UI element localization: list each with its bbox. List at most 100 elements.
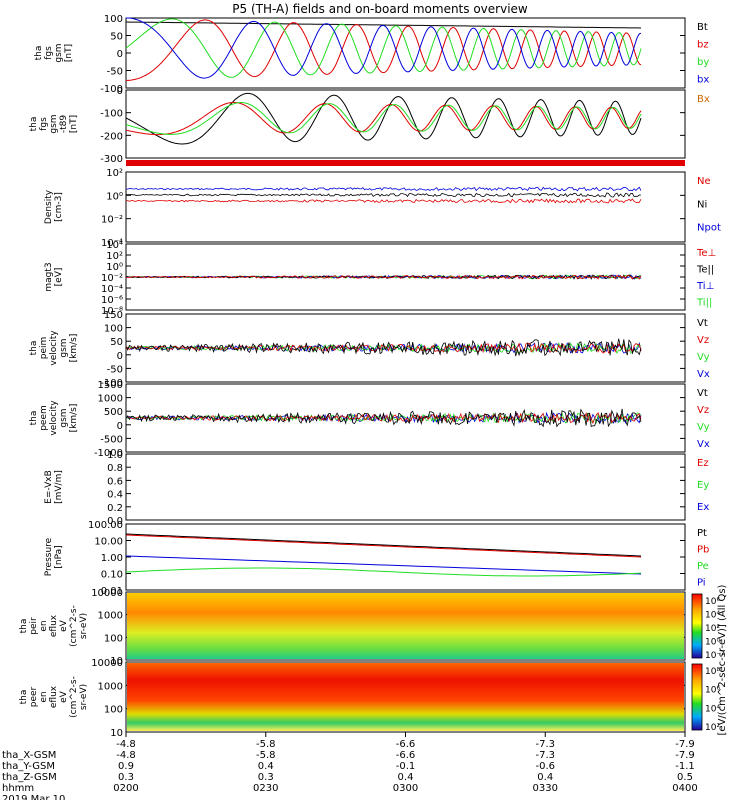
ylabel-text: [km/s] xyxy=(69,404,79,433)
ytick-label: 0 xyxy=(117,421,123,432)
panel-p4: Density [cm-3] 10² 10⁰ 10⁻² 10⁻⁴ Ne Ni Npot xyxy=(44,168,721,249)
ytick-label: 1000 xyxy=(98,681,123,692)
trace-b2 xyxy=(126,17,642,79)
trace-p4-0 xyxy=(125,186,642,192)
trace-p6-3 xyxy=(125,338,642,357)
trace-p7-3 xyxy=(125,408,642,428)
ytick-label: 1.0 xyxy=(107,450,123,461)
xaxis-row-value: 0.9 xyxy=(118,761,134,772)
trace-pe xyxy=(125,567,642,577)
ytick-label: 500 xyxy=(104,407,123,418)
legend-entry: Te⊥ xyxy=(696,248,716,259)
xaxis-row-value: 0.4 xyxy=(398,772,414,783)
ylabel-text: peer xyxy=(29,686,39,707)
trace-bx1 xyxy=(125,101,642,136)
spectrogram xyxy=(127,663,684,731)
ylabel-text: gsm xyxy=(54,43,64,62)
ylabel-text: en xyxy=(39,691,49,702)
date-label: 2019 Mar 10 xyxy=(2,794,65,800)
ytick-label: 50 xyxy=(110,32,123,43)
colorbar-tick: 10² xyxy=(705,723,720,733)
legend-entry: Ti⊥ xyxy=(696,281,714,292)
xaxis-row-value: 0230 xyxy=(253,783,278,794)
xaxis-row-value: 0.3 xyxy=(118,772,134,783)
figure-title: P5 (TH-A) fields and on-board moments ov… xyxy=(232,2,528,16)
ylabel-text: Pressure xyxy=(44,537,54,576)
ytick-label: 10 xyxy=(110,656,123,667)
legend-entry: Ez xyxy=(697,458,709,469)
legend-entry: Ti|| xyxy=(696,298,712,309)
xaxis-row-label: tha_X-GSM xyxy=(2,750,56,761)
xaxis-row-value: 0330 xyxy=(533,783,558,794)
ytick-label: 0.8 xyxy=(107,463,123,474)
ylabel-text: [nT] xyxy=(64,44,74,62)
ytick-label: 10000 xyxy=(91,658,123,669)
trace-p5-3 xyxy=(125,274,642,280)
ytick-label: -100 xyxy=(100,84,123,95)
ylabel-text: E=-VxB xyxy=(44,470,54,504)
xaxis-row-value: -0.6 xyxy=(535,761,555,772)
ytick-label: 10.00 xyxy=(94,537,123,548)
legend-entry: Vy xyxy=(697,422,710,433)
ylabel-text: sr-eV) xyxy=(79,613,89,639)
ylabel-text: tha xyxy=(29,117,39,132)
ylabel-text: magt3 xyxy=(44,262,54,291)
xtick-label: -6.6 xyxy=(396,739,416,750)
ylabel-text: velocity xyxy=(49,400,59,436)
xaxis-row-label: hhmm xyxy=(2,783,34,794)
legend-entry: Pb xyxy=(697,545,709,556)
ylabel-text: eflux xyxy=(49,685,59,708)
legend-entry: Vz xyxy=(697,335,709,346)
legend-entry: Bx xyxy=(697,94,710,105)
ylabel-text: eflux xyxy=(49,614,59,637)
xaxis-row-value: -7.3 xyxy=(535,750,555,761)
ytick-label: 10⁰ xyxy=(106,262,123,273)
panel-frame xyxy=(125,591,686,661)
ytick-label: 0.0 xyxy=(107,516,123,527)
legend-entry: by xyxy=(697,57,709,68)
panel-p11: tha peer en eflux eV (cm^2-s-sr-eV) 10000 1000 1… xyxy=(19,658,720,739)
legend-entry: Vx xyxy=(697,369,710,380)
ylabel-text: [eV] xyxy=(54,268,64,287)
legend-entry: Ni xyxy=(697,199,707,210)
ylabel-text: gsm xyxy=(59,338,69,357)
trace-bx2 xyxy=(125,102,642,135)
colorbar-tick: 10⁸ xyxy=(705,667,720,677)
ytick-label: 0.10 xyxy=(101,570,123,581)
legend-entry: Vx xyxy=(697,439,710,450)
panel-frame xyxy=(125,453,686,521)
ylabel-text: [km/s] xyxy=(69,334,79,363)
ytick-label: 0 xyxy=(117,49,123,60)
colorbar xyxy=(691,593,703,659)
colorbar-tick: 10⁴ xyxy=(705,704,720,714)
ytick-label: -50 xyxy=(107,364,123,375)
colorbar-tick: 10⁻² xyxy=(705,651,725,661)
ylabel-text: gsm xyxy=(49,114,59,133)
ylabel-text: sr-eV) xyxy=(79,684,89,710)
ylabel-text: Density xyxy=(44,189,54,224)
trace-b1 xyxy=(125,18,642,78)
ylabel-text: tha xyxy=(19,619,29,634)
panel-p5: magt3 [eV]10⁴10²10⁰10⁻²10⁻⁴10⁻⁶10⁻⁸Te⊥Te|… xyxy=(44,240,716,317)
ylabel-text: peem xyxy=(39,405,49,431)
ytick-label: 0.2 xyxy=(107,503,123,514)
ylabel-text: tha xyxy=(29,411,39,426)
ytick-label: 0.01 xyxy=(101,586,123,597)
colorbar-tick: 10⁶ xyxy=(705,686,720,696)
ytick-label: 10² xyxy=(106,251,123,262)
ylabel-text: (cm^2-s- xyxy=(69,605,79,647)
ytick-label: -100 xyxy=(100,378,123,389)
ytick-label: 10⁻² xyxy=(101,215,123,226)
panel-p6: tha peim velocity gsm [km/s] 150 100 50 0 -50 -100… xyxy=(29,310,710,389)
xaxis-row-value: -5.8 xyxy=(256,750,276,761)
ytick-label: -1000 xyxy=(94,448,123,459)
xaxis-row-value: 0.5 xyxy=(677,772,693,783)
ytick-label: 10⁻² xyxy=(101,273,123,284)
trace-pb xyxy=(125,534,642,558)
trace-bx0 xyxy=(125,92,642,145)
ylabel-text: velocity xyxy=(49,330,59,366)
ytick-label: -500 xyxy=(100,434,123,445)
ytick-label: -100 xyxy=(100,109,123,120)
legend-entry: Bt xyxy=(697,22,708,33)
